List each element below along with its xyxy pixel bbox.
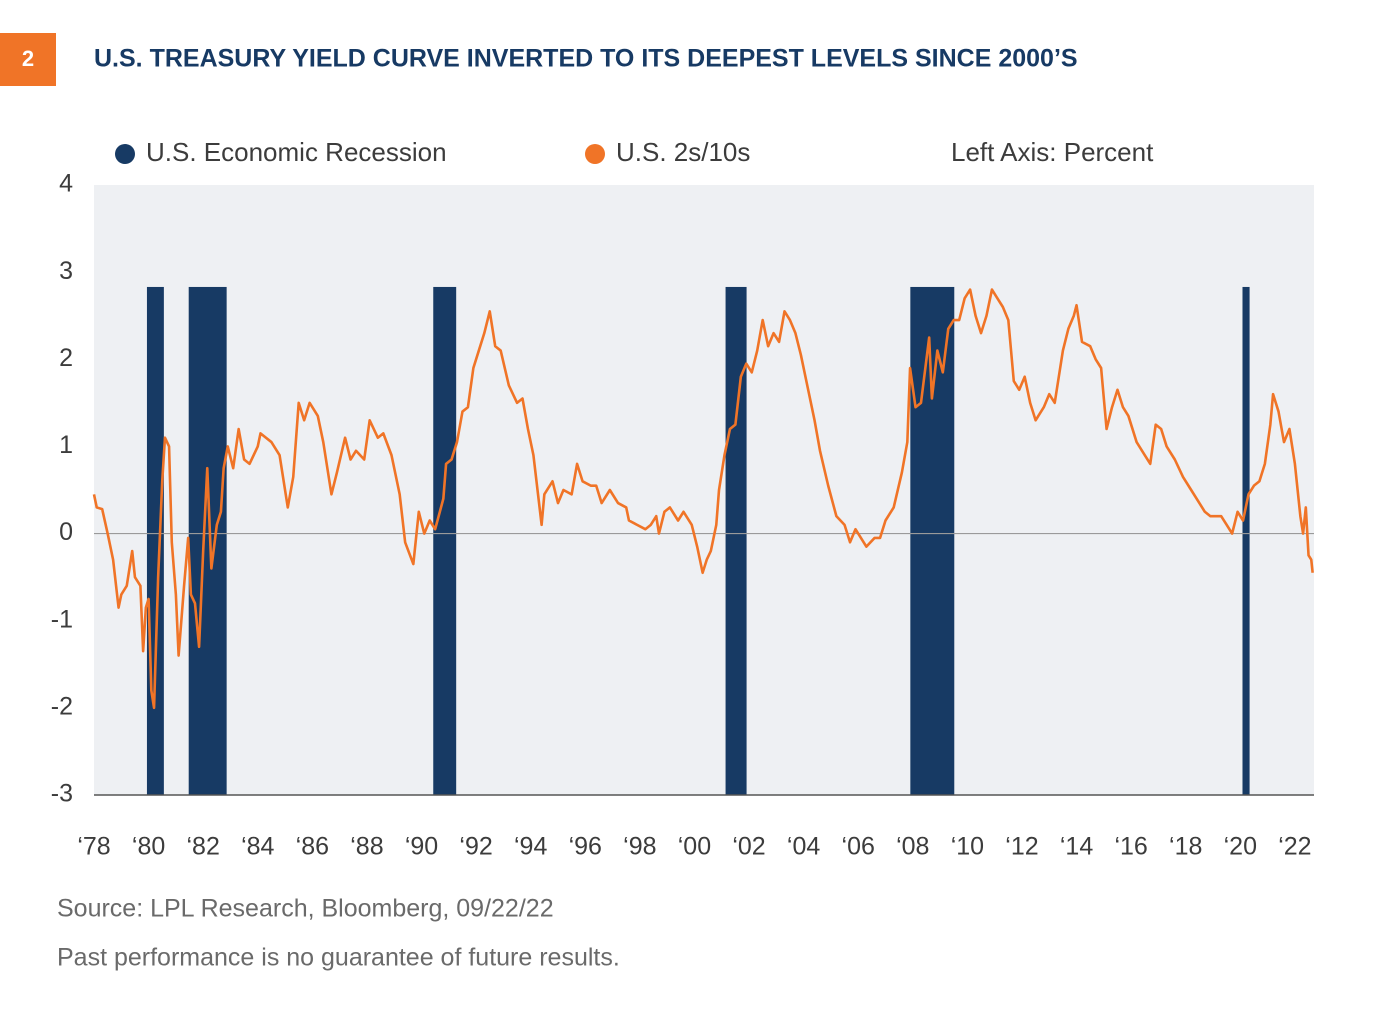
x-tick-label: ‘86 (296, 833, 329, 861)
x-tick-label: ‘80 (132, 833, 165, 861)
disclaimer: Past performance is no guarantee of futu… (57, 944, 620, 972)
legend-marker (115, 144, 135, 164)
x-tick-label: ‘02 (732, 833, 765, 861)
x-tick-label: ‘94 (514, 833, 547, 861)
x-tick-label: ‘22 (1278, 833, 1311, 861)
legend-marker (585, 144, 605, 164)
x-tick-label: ‘16 (1114, 833, 1147, 861)
x-tick-label: ‘06 (842, 833, 875, 861)
x-tick-label: ‘82 (186, 833, 219, 861)
chart-number-badge (0, 33, 56, 86)
y-tick-label: -3 (51, 780, 73, 808)
legend-label: U.S. Economic Recession (146, 137, 447, 167)
spread-line (92, 288, 1314, 710)
legend-label: U.S. 2s/10s (616, 137, 750, 167)
x-tick-label: ‘00 (678, 833, 711, 861)
y-tick-label: -1 (51, 605, 73, 633)
x-tick-label: ‘12 (1005, 833, 1038, 861)
x-tick-label: ‘88 (350, 833, 383, 861)
recession-bar (433, 286, 457, 795)
y-tick-label: 0 (59, 518, 73, 546)
x-tick-label: ‘84 (241, 833, 274, 861)
x-tick-label: ‘14 (1060, 833, 1093, 861)
x-tick-label: ‘98 (623, 833, 656, 861)
x-tick-label: ‘10 (951, 833, 984, 861)
x-tick-label: ‘90 (405, 833, 438, 861)
y-tick-label: 3 (59, 257, 73, 285)
x-tick-label: ‘20 (1224, 833, 1257, 861)
plot-area: -3 -2 -1 0 1 2 3 4 ‘78 ‘80 ‘82 ‘84 ‘86 ‘88 ‘90 ‘92 ‘94 ‘9… (51, 170, 1314, 861)
x-tick-label: ‘04 (787, 833, 820, 861)
x-tick-label: ‘78 (77, 833, 110, 861)
recession-bar (910, 286, 955, 795)
x-tick-label: ‘92 (459, 833, 492, 861)
x-tick-label: ‘96 (569, 833, 602, 861)
chart-title: U.S. TREASURY YIELD CURVE INVERTED TO IT… (94, 45, 1078, 73)
recession-bar (188, 286, 227, 795)
y-tick-label: 4 (59, 170, 73, 198)
y-tick-label: 2 (59, 344, 73, 372)
y-tick-label: 1 (59, 431, 73, 459)
recession-bar (725, 286, 747, 795)
recession-bar (1242, 286, 1250, 795)
y-axis-label: Left Axis: Percent (951, 137, 1154, 167)
y-tick-label: -2 (51, 692, 73, 720)
x-tick-label: ‘18 (1169, 833, 1202, 861)
recession-bar (146, 286, 164, 795)
plot-background (94, 185, 1314, 795)
x-tick-label: ‘08 (896, 833, 929, 861)
chart-number: 2 (22, 46, 34, 71)
source-note: Source: LPL Research, Bloomberg, 09/22/2… (57, 895, 554, 923)
